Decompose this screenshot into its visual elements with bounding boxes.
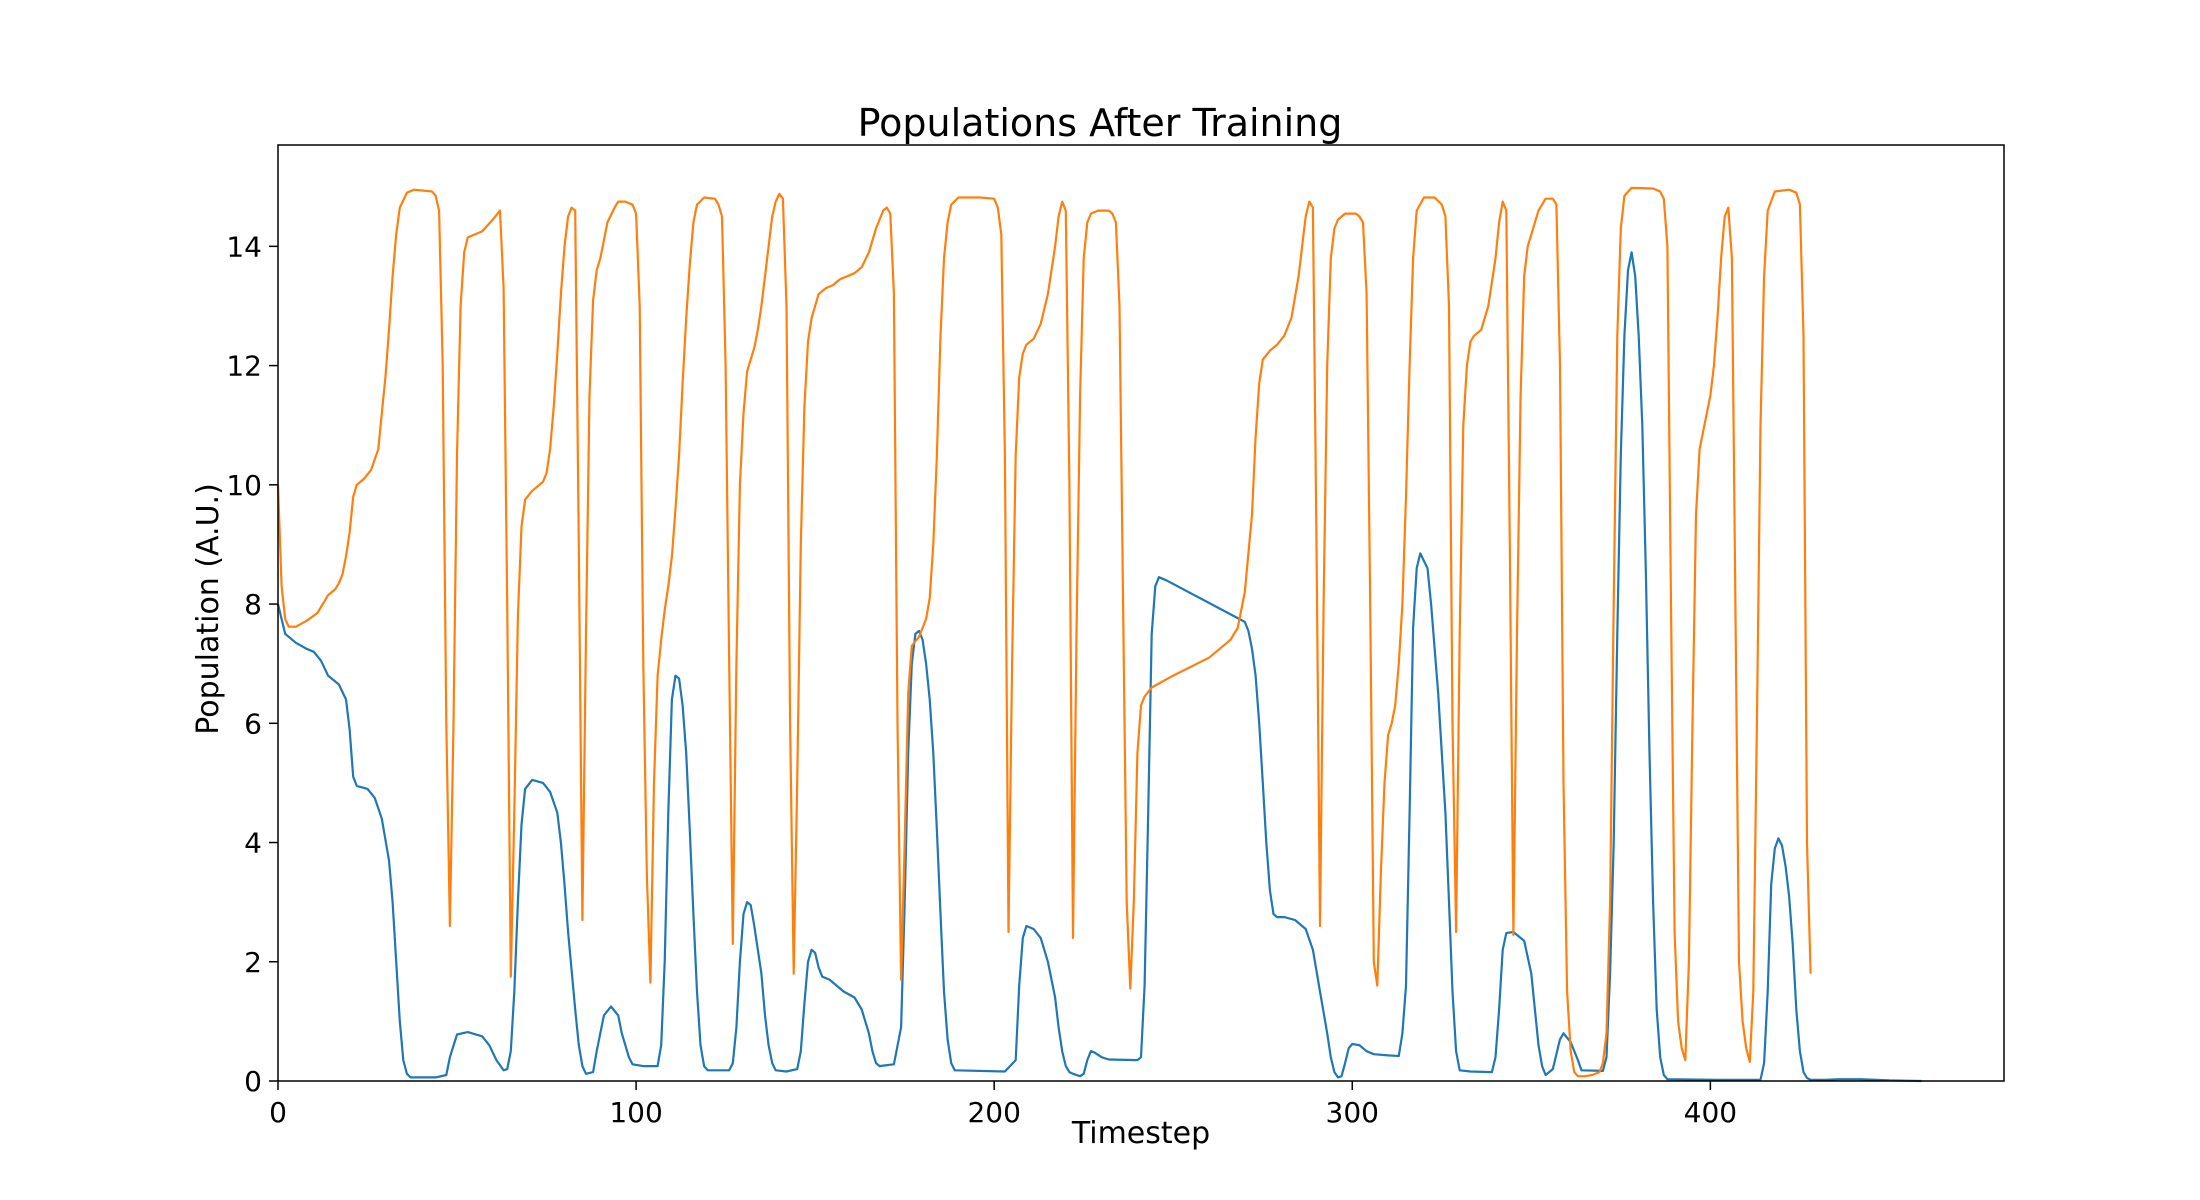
y-tick-label: 6: [244, 707, 262, 740]
y-tick-label: 8: [244, 588, 262, 621]
y-axis-title: Population (A.U.): [191, 483, 226, 735]
y-tick-label: 4: [244, 827, 262, 860]
x-tick-label: 400: [1684, 1096, 1737, 1129]
y-tick-label: 0: [244, 1065, 262, 1098]
chart-title: Populations After Training: [858, 101, 1343, 145]
y-tick-label: 14: [226, 230, 262, 263]
series-1-line: [276, 251, 1922, 1083]
series-layer: [276, 186, 1922, 1083]
y-tick-label: 12: [226, 350, 262, 383]
y-tick-label: 10: [226, 469, 262, 502]
series-2-line: [276, 186, 1812, 1078]
y-tick-label: 2: [244, 946, 262, 979]
x-tick-label: 0: [269, 1096, 287, 1129]
plot-area-frame: [277, 144, 2005, 1082]
y-axis-ticks: 0 2 4 6 8 10 12 14: [226, 230, 278, 1098]
x-tick-label: 300: [1326, 1096, 1379, 1129]
x-tick-label: 200: [967, 1096, 1020, 1129]
x-tick-label: 100: [609, 1096, 662, 1129]
x-axis-ticks: 0 100 200 300 400: [269, 1081, 1737, 1129]
x-axis-title: Timestep: [1071, 1116, 1210, 1151]
